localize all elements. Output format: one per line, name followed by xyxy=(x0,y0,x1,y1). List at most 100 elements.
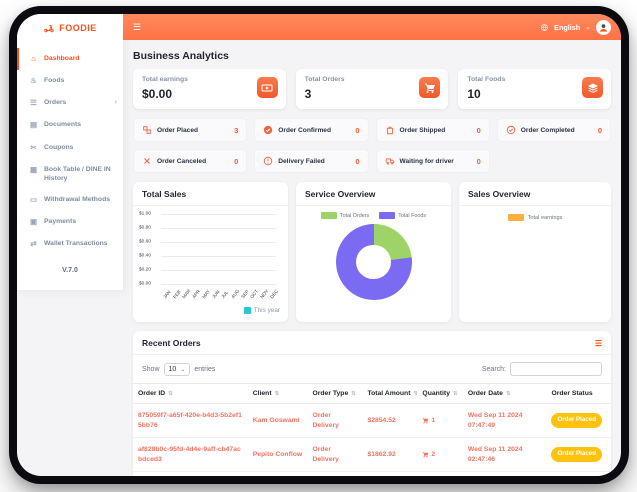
book-table-icon: ▦ xyxy=(29,164,38,174)
client-cell: Kam Goswami xyxy=(247,403,308,439)
client-cell: Pepito Conflow xyxy=(247,437,308,473)
order-id-link[interactable]: VSJTvQw4FlLQBWMa9vBQ xyxy=(133,471,248,476)
quantity-cell: 1 xyxy=(417,471,463,476)
sidebar-item-dashboard[interactable]: ⌂ Dashboard xyxy=(17,48,123,71)
table-menu-icon[interactable]: ☰ xyxy=(594,338,602,348)
order-type-cell: Order Delivery xyxy=(307,471,363,476)
status-card-order-placed: Order Placed 3 xyxy=(133,118,248,142)
sidebar: FOODIE ⌂ Dashboard ♨ Foods ☰ Orders › xyxy=(17,14,123,476)
orders-icon: ☰ xyxy=(30,98,37,108)
brand-logo[interactable]: FOODIE xyxy=(17,14,123,42)
money-icon xyxy=(256,77,278,98)
payments-icon: ▣ xyxy=(29,217,38,227)
menu-toggle-icon[interactable]: ☰ xyxy=(133,21,142,32)
total-orders-swatch xyxy=(320,212,337,219)
topbar: ☰ English ⌄ xyxy=(123,14,621,40)
total-sales-panel: Total Sales $1.00 $0.80 $0.60 $0.40 $0.2… xyxy=(133,182,288,322)
status-count: 0 xyxy=(476,156,481,166)
status-card-delivery-failed: Delivery Failed 0 xyxy=(254,149,369,173)
sort-icon: ⇅ xyxy=(413,391,417,397)
status-badge[interactable]: Order Placed xyxy=(551,413,602,428)
withdrawal-icon: ▭ xyxy=(29,194,38,204)
sidebar-item-payments[interactable]: ▣ Payments xyxy=(17,211,123,233)
sales-overview-legend: Total earnings xyxy=(459,206,611,221)
sales-overview-panel: Sales Overview Total earnings xyxy=(459,182,611,322)
status-cell: Order Placed xyxy=(546,437,611,473)
order-confirmed-icon xyxy=(264,125,273,135)
search-label: Search: xyxy=(481,365,506,373)
col-total-amount[interactable]: Total Amount⇅ xyxy=(362,383,418,404)
status-cell: Order Placed xyxy=(546,403,611,439)
stat-label: Total Foods xyxy=(467,76,506,83)
sidebar-item-orders[interactable]: ☰ Orders › xyxy=(17,92,123,114)
status-count: 3 xyxy=(234,125,239,135)
sidebar-item-label: Foods xyxy=(44,77,65,85)
col-order-date[interactable]: Order Date ⇅ xyxy=(462,383,547,404)
stat-card-total-orders: Total Orders 3 xyxy=(295,69,449,109)
cart-icon xyxy=(422,451,429,458)
avatar[interactable] xyxy=(596,19,611,35)
sidebar-item-foods[interactable]: ♨ Foods xyxy=(17,70,123,92)
status-count: 0 xyxy=(597,125,602,135)
stat-card-total-foods: Total Foods 10 xyxy=(458,69,612,109)
app-version: V.7.0 xyxy=(62,267,78,275)
col-order-id[interactable]: Order ID ⇅ xyxy=(133,383,248,404)
total-earnings-swatch xyxy=(507,214,524,221)
stat-value: 3 xyxy=(304,87,312,101)
language-selector[interactable]: English xyxy=(554,22,581,32)
entries-label: entries xyxy=(194,365,216,373)
client-cell: Shiva UserW xyxy=(247,471,308,476)
order-id-link[interactable]: af828b0c-95fd-4d4e-9aff-cb47acbdced3 xyxy=(133,437,248,473)
sidebar-item-withdrawal-methods[interactable]: ▭ Withdrawal Methods xyxy=(17,189,123,211)
status-cell: Order Placed xyxy=(546,471,611,476)
sidebar-item-book-table[interactable]: ▦ Book Table / DINE IN History xyxy=(17,159,123,189)
recent-orders-table: Order ID ⇅ Client ⇅ Order Type ⇅ Total Amou… xyxy=(133,383,611,476)
chevron-right-icon: › xyxy=(114,99,117,107)
dashboard-content: Business Analytics Total earnings $0.00 … xyxy=(123,40,621,476)
service-donut-chart xyxy=(335,224,412,300)
page-title: Business Analytics xyxy=(133,50,229,62)
order-id-link[interactable]: 875059f7-a65f-420e-b4d3-5b2ef15bb76 xyxy=(133,403,248,439)
panel-title: Service Overview xyxy=(296,182,451,206)
foods-icon: ♨ xyxy=(30,76,37,86)
sort-icon: ⇅ xyxy=(452,391,458,397)
sidebar-item-label: Payments xyxy=(44,218,77,226)
table-header-row: Order ID ⇅ Client ⇅ Order Type ⇅ Total Amou… xyxy=(133,383,611,404)
wallet-transactions-icon: ⇄ xyxy=(30,239,37,249)
status-card-waiting-for-driver: Waiting for driver 0 xyxy=(375,149,490,173)
sort-icon: ⇅ xyxy=(274,391,280,397)
stat-label: Total earnings xyxy=(142,76,188,83)
entries-select[interactable]: 10 ⌄ xyxy=(163,362,191,376)
panel-title: Recent Orders xyxy=(142,338,201,348)
total-foods-swatch xyxy=(379,212,396,219)
order-canceled-icon xyxy=(144,158,150,164)
service-overview-panel: Service Overview Total Orders Total Food… xyxy=(296,182,451,322)
status-badge[interactable]: Order Placed xyxy=(551,447,602,462)
col-order-status[interactable]: Order Status xyxy=(546,383,611,404)
col-client[interactable]: Client ⇅ xyxy=(247,383,308,404)
date-cell: Wed Sep 11 2024 07:47:49 xyxy=(462,403,547,439)
search-input[interactable] xyxy=(510,362,602,376)
donut-legend: Total Orders Total Foods xyxy=(304,212,443,219)
total-sales-chart: $1.00 $0.80 $0.60 $0.40 $0.20 $0.00 xyxy=(139,211,280,314)
quantity-cell: 1 xyxy=(417,403,463,439)
amount-cell: $87.35 xyxy=(362,471,418,476)
sidebar-item-wallet-transactions[interactable]: ⇄ Wallet Transactions xyxy=(17,233,123,255)
sidebar-item-documents[interactable]: ▤ Documents xyxy=(17,114,123,136)
col-quantity[interactable]: Quantity ⇅ xyxy=(417,383,463,404)
table-row: af828b0c-95fd-4d4e-9aff-cb47acbdced3 Pep… xyxy=(133,437,611,473)
sidebar-item-label: Documents xyxy=(44,121,82,129)
table-row: VSJTvQw4FlLQBWMa9vBQ Shiva UserW Order D… xyxy=(133,471,611,476)
sort-icon: ⇅ xyxy=(351,391,356,397)
stat-label: Total Orders xyxy=(304,76,345,83)
quantity-cell: 2 xyxy=(417,437,463,473)
col-order-type[interactable]: Order Type ⇅ xyxy=(307,383,363,404)
sort-icon: ⇅ xyxy=(505,391,511,397)
sidebar-item-coupons[interactable]: ✂ Coupons xyxy=(17,137,123,159)
stat-card-total-earnings: Total earnings $0.00 xyxy=(133,69,286,109)
sidebar-item-label: Book Table / DINE IN History xyxy=(44,165,111,182)
month-axis: JAN FEB MAR APR MAY JUN JUL AUG SEP OCT NOV DEC xyxy=(162,288,280,300)
device-frame: FOODIE ⌂ Dashboard ♨ Foods ☰ Orders › xyxy=(9,6,629,484)
coupons-icon: ✂ xyxy=(30,142,37,152)
this-year-swatch xyxy=(243,307,251,314)
